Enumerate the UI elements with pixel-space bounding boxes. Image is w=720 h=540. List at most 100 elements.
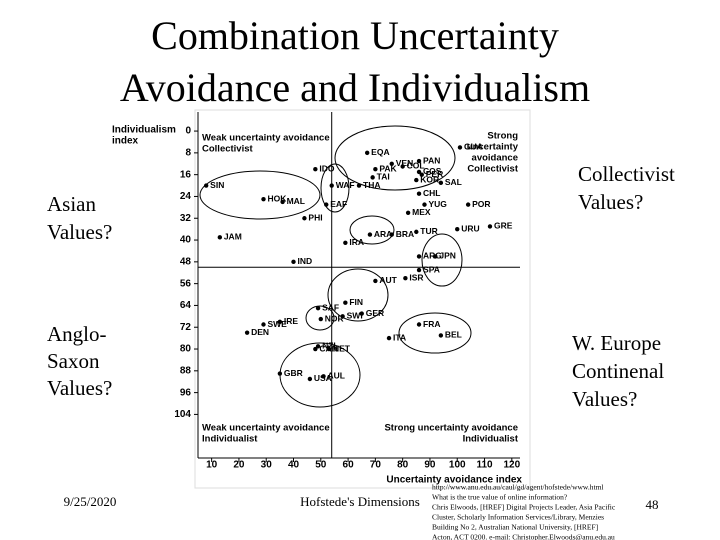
y-tick-label: 80 [180,344,192,355]
point [400,164,405,169]
y-tick-label: 48 [180,256,192,267]
point-label: EQA [371,147,389,157]
quadrant-label: Individualist [463,434,519,445]
point-label: GBR [284,368,303,378]
side-note: Saxon [47,349,100,373]
quadrant-label: Collectivist [467,164,519,175]
point [487,224,493,229]
point-label: CHL [423,188,440,198]
slide-title: Combination Uncertainty [151,13,559,58]
point [321,374,326,379]
quadrant-label: Strong [487,131,518,142]
point-label: COS [423,166,442,176]
point-label: SWE [267,319,287,329]
point-label: WAF [336,180,355,190]
point [416,169,422,175]
y-tick-label: 72 [180,322,192,333]
point-label: PHI [308,213,322,223]
side-note: Values? [47,220,112,244]
quadrant-label: Weak uncertainty avoidance [202,423,330,434]
point [315,344,321,349]
point [315,305,321,311]
y-tick-label: 64 [180,300,192,311]
point [403,275,408,281]
citation: Chris Elwoods, [HREF] Digital Projects L… [432,503,616,512]
point [373,167,378,172]
y-axis-title: index [112,136,139,147]
point [302,216,307,221]
citation: http://www.anu.edu.au/caul/gd/agent/hofs… [432,483,604,492]
chart-image [194,109,531,489]
side-note: Values? [47,376,112,400]
point [367,232,373,237]
point-label: ITA [393,332,406,342]
quadrant-label: uncertainty [467,142,519,153]
point-label: YUG [428,199,447,209]
point [356,183,362,188]
point [455,226,460,232]
y-tick-label: 16 [180,169,192,180]
point [313,167,318,172]
point-label: PAK [379,163,397,173]
quadrant-label: Collectivist [202,144,254,155]
citation: What is the true value of online informa… [432,493,568,502]
citation: Cluster, Scholarly Information Services/… [432,513,604,522]
point [373,278,378,284]
point [419,172,424,177]
point [364,150,370,156]
point [340,314,345,319]
point-label: GUA [464,142,483,152]
point [318,316,323,322]
point-label: TUR [420,226,437,236]
side-note: Continenal [572,359,664,383]
point-label: NZL [322,341,339,351]
quadrant-label: Weak uncertainty avoidance [202,133,330,144]
y-tick-label: 88 [180,365,192,376]
y-tick-label: 56 [180,278,192,289]
y-tick-label: 96 [180,387,192,398]
point-label: SIN [210,180,224,190]
point [217,235,223,240]
point [329,183,334,188]
point [343,300,348,305]
slide-date: 9/25/2020 [64,494,117,509]
point [277,319,283,324]
point-label: POR [472,199,490,209]
point-label: IND [298,256,313,266]
point [244,330,250,335]
point-label: ARG [423,251,442,261]
point [370,175,375,180]
point-label: AUT [379,275,397,285]
point-label: MAL [287,196,305,206]
side-note: Asian [47,192,96,216]
point-label: USA [314,373,332,383]
point-label: KOR [420,174,439,184]
x-tick-label: 50 [315,460,327,471]
y-tick-label: 104 [174,409,191,420]
point [313,346,318,352]
point [457,145,463,150]
x-tick-label: 70 [370,460,382,471]
point [203,183,209,188]
point [359,311,364,316]
point [277,371,283,376]
slide-title: Avoidance and Individualism [120,65,590,110]
point-label: HOK [267,193,287,203]
point [422,202,427,207]
point-label: SWI [347,311,363,321]
side-note: Anglo- [47,322,107,346]
point-label: JAM [224,232,242,242]
point [438,180,444,186]
point [465,202,471,207]
point-label: SPA [423,264,440,274]
point [414,177,419,183]
quadrant-label: avoidance [472,153,518,164]
x-tick-label: 10 [206,460,218,471]
point-label: THA [363,180,380,190]
point [433,254,438,259]
point-label: BEL [445,330,462,340]
point [405,210,411,216]
point-label: GER [366,308,384,318]
